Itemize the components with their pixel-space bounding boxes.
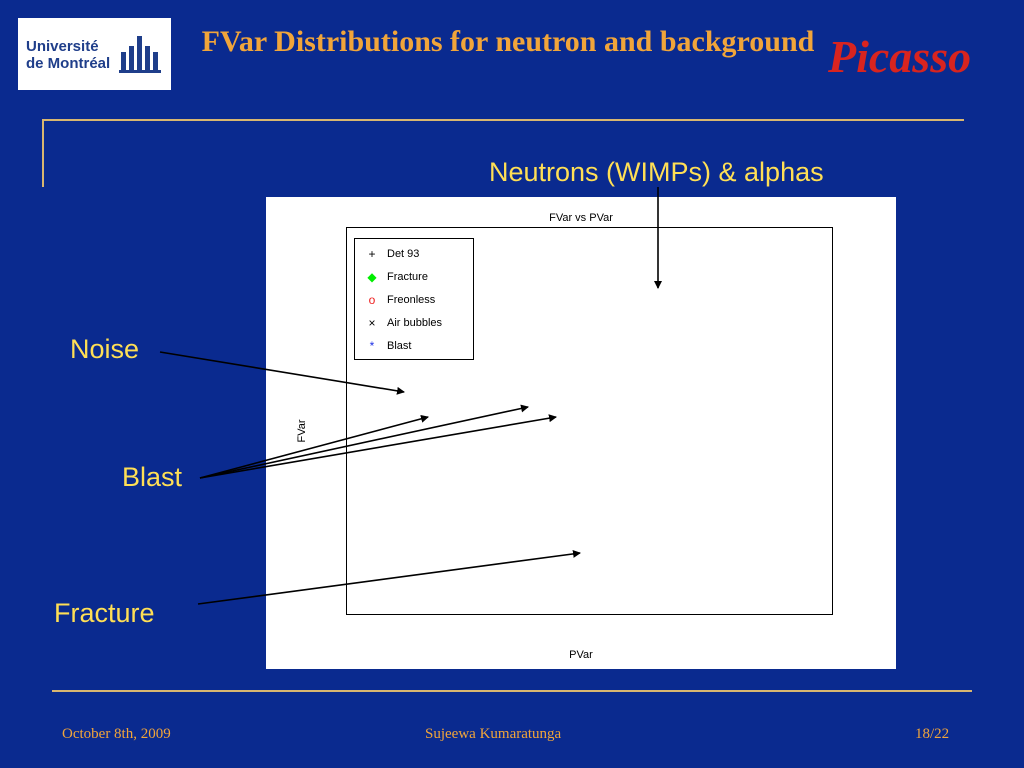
footer-author: Sujeewa Kumaratunga (425, 726, 562, 742)
legend-label-fracture: Fracture (387, 271, 428, 283)
legend-label-air-bubbles: Air bubbles (387, 317, 443, 329)
frame-top-rule (42, 119, 964, 121)
legend-item-det-93: + Det 93 (363, 245, 471, 263)
universite-de-montreal-logo: Université de Montréal (18, 18, 171, 90)
picasso-logo: Picasso (827, 31, 971, 82)
plot-axes (346, 227, 833, 615)
blast-arrow-1 (199, 414, 429, 479)
noise-arrow (159, 351, 405, 395)
footer-date: October 8th, 2009 (62, 726, 171, 742)
udm-logo-icon (119, 36, 161, 73)
frame-left-rule (42, 119, 44, 187)
legend-label-freonless: Freonless (387, 294, 436, 306)
annotation-blast: Blast (122, 462, 183, 492)
legend-item-fracture: ◆ Fracture (363, 268, 471, 286)
footer-rule (52, 690, 972, 692)
logo-line-1: Université (26, 38, 99, 55)
plot-legend: + Det 93 ◆ Fracture o Freonless × Air bubble… (354, 238, 474, 360)
slide-title: FVar Distributions for neutron and backg… (201, 25, 815, 58)
legend-item-blast: * Blast (363, 337, 471, 355)
picasso-logo-text: Picasso (827, 31, 971, 82)
annotation-neutrons: Neutrons (WIMPs) & alphas (489, 157, 824, 187)
legend-label-det-93: Det 93 (387, 248, 420, 260)
logo-line-2: de Montréal (26, 55, 111, 72)
legend-marker-fracture: ◆ (367, 270, 377, 284)
annotation-noise: Noise (70, 334, 140, 364)
footer-page-number: 18/22 (915, 726, 950, 742)
plot-title: FVar vs PVar (549, 212, 613, 224)
legend-item-air-bubbles: × Air bubbles (363, 314, 471, 332)
legend-marker-freonless: o (368, 293, 376, 307)
universite-de-montreal-logo-text: Université de Montréal (26, 38, 110, 72)
blast-arrow-2 (199, 404, 529, 479)
annotation-fracture: Fracture (54, 598, 155, 628)
legend-marker-blast: * (369, 339, 375, 353)
blast-arrow-3 (199, 414, 557, 479)
legend-marker-det-93: + (368, 247, 376, 261)
legend-label-blast: Blast (387, 340, 412, 352)
legend-marker-air-bubbles: × (368, 316, 376, 330)
legend-item-freonless: o Freonless (363, 291, 471, 309)
fracture-arrow (197, 549, 581, 605)
plot-xlabel: PVar (569, 649, 593, 661)
